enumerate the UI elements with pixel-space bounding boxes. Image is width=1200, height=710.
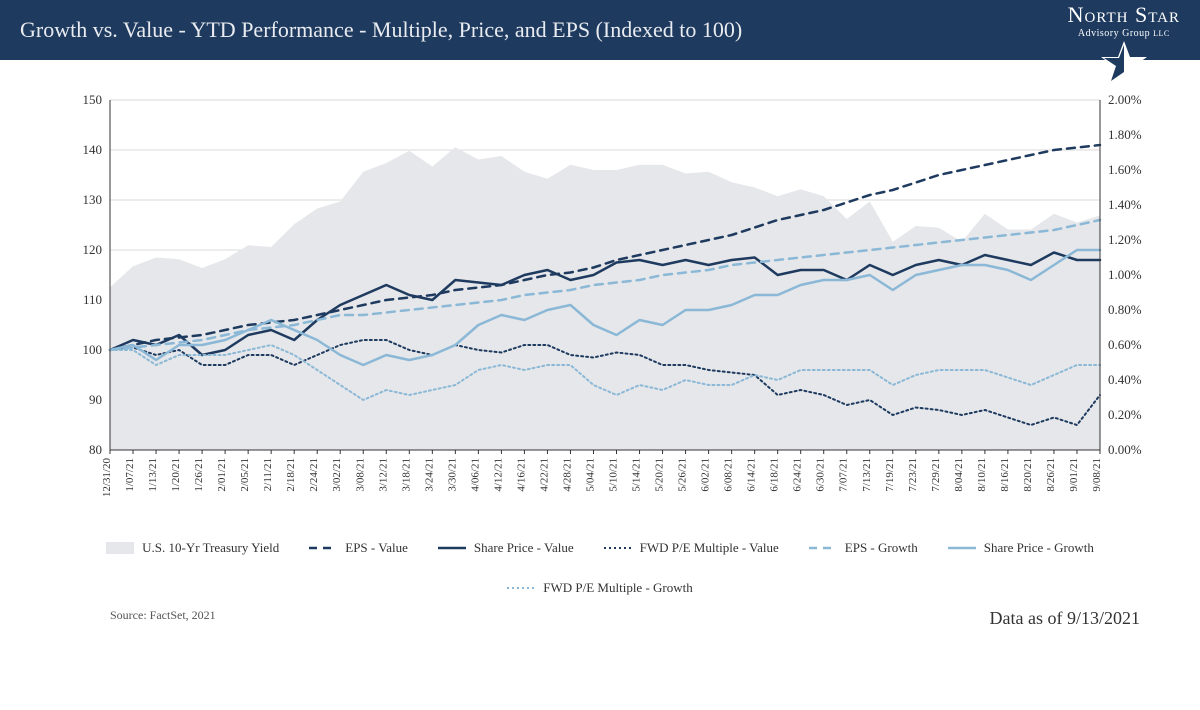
svg-text:9/08/21: 9/08/21 (1091, 458, 1103, 492)
svg-text:4/22/21: 4/22/21 (538, 458, 550, 492)
svg-text:8/10/21: 8/10/21 (976, 458, 988, 492)
svg-text:4/28/21: 4/28/21 (561, 458, 573, 492)
footer: Source: FactSet, 2021 Data as of 9/13/20… (0, 600, 1200, 639)
svg-text:110: 110 (83, 292, 102, 307)
svg-text:80: 80 (89, 442, 102, 457)
svg-text:5/10/21: 5/10/21 (608, 458, 620, 492)
legend-item: FWD P/E Multiple - Value (604, 540, 779, 556)
svg-text:2/01/21: 2/01/21 (216, 458, 228, 492)
legend-item: Share Price - Growth (948, 540, 1094, 556)
svg-text:6/02/21: 6/02/21 (700, 458, 712, 492)
svg-text:6/24/21: 6/24/21 (792, 458, 804, 492)
svg-text:1.80%: 1.80% (1108, 127, 1142, 142)
svg-text:1.00%: 1.00% (1108, 267, 1142, 282)
svg-text:8/20/21: 8/20/21 (1022, 458, 1034, 492)
svg-text:4/12/21: 4/12/21 (492, 458, 504, 492)
svg-text:90: 90 (89, 392, 102, 407)
svg-text:1.40%: 1.40% (1108, 197, 1142, 212)
svg-text:3/30/21: 3/30/21 (446, 458, 458, 492)
logo-line1: North Star (1068, 2, 1180, 28)
legend-item: EPS - Value (309, 540, 408, 556)
svg-text:5/26/21: 5/26/21 (677, 458, 689, 492)
svg-text:5/04/21: 5/04/21 (584, 458, 596, 492)
svg-text:4/06/21: 4/06/21 (469, 458, 481, 492)
svg-text:1.20%: 1.20% (1108, 232, 1142, 247)
legend-item: U.S. 10-Yr Treasury Yield (106, 540, 279, 556)
legend-label: FWD P/E Multiple - Growth (543, 580, 693, 596)
line-chart: 80 90 100 110 120 130 140 150 0.00% 0.20% 0.40% 0.6… (50, 90, 1150, 520)
svg-text:0.40%: 0.40% (1108, 372, 1142, 387)
logo-line2: Advisory Group LLC (1068, 28, 1180, 39)
svg-text:1/20/21: 1/20/21 (170, 458, 182, 492)
chart-area: 80 90 100 110 120 130 140 150 0.00% 0.20% 0.40% 0.6… (0, 60, 1200, 530)
svg-text:9/01/21: 9/01/21 (1068, 458, 1080, 492)
svg-text:3/08/21: 3/08/21 (354, 458, 366, 492)
svg-text:0.60%: 0.60% (1108, 337, 1142, 352)
svg-text:6/18/21: 6/18/21 (769, 458, 781, 492)
legend-item: Share Price - Value (438, 540, 574, 556)
legend-item: EPS - Growth (809, 540, 918, 556)
chart-legend: U.S. 10-Yr Treasury Yield EPS - Value Shar… (0, 530, 1200, 600)
svg-text:2/18/21: 2/18/21 (285, 458, 297, 492)
legend-label: FWD P/E Multiple - Value (640, 540, 779, 556)
svg-text:6/30/21: 6/30/21 (815, 458, 827, 492)
svg-text:3/24/21: 3/24/21 (423, 458, 435, 492)
header-bar: Growth vs. Value - YTD Performance - Mul… (0, 0, 1200, 60)
svg-text:6/08/21: 6/08/21 (723, 458, 735, 492)
svg-text:2/05/21: 2/05/21 (239, 458, 251, 492)
svg-text:7/07/21: 7/07/21 (838, 458, 850, 492)
legend-item: FWD P/E Multiple - Growth (507, 580, 693, 596)
svg-text:120: 120 (83, 242, 103, 257)
svg-text:2.00%: 2.00% (1108, 92, 1142, 107)
chart-title: Growth vs. Value - YTD Performance - Mul… (20, 17, 742, 43)
svg-text:7/23/21: 7/23/21 (907, 458, 919, 492)
svg-text:12/31/20: 12/31/20 (101, 458, 113, 498)
svg-text:8/26/21: 8/26/21 (1045, 458, 1057, 492)
legend-label: EPS - Value (345, 540, 408, 556)
svg-text:140: 140 (83, 142, 103, 157)
svg-text:130: 130 (83, 192, 103, 207)
svg-text:7/29/21: 7/29/21 (930, 458, 942, 492)
svg-text:7/19/21: 7/19/21 (884, 458, 896, 492)
svg-text:3/18/21: 3/18/21 (400, 458, 412, 492)
svg-text:4/16/21: 4/16/21 (515, 458, 527, 492)
svg-text:5/20/21: 5/20/21 (654, 458, 666, 492)
legend-label: Share Price - Value (474, 540, 574, 556)
legend-label: U.S. 10-Yr Treasury Yield (142, 540, 279, 556)
svg-text:2/11/21: 2/11/21 (262, 458, 274, 491)
legend-label: Share Price - Growth (984, 540, 1094, 556)
svg-text:100: 100 (83, 342, 103, 357)
svg-text:0.20%: 0.20% (1108, 407, 1142, 422)
svg-text:1/13/21: 1/13/21 (147, 458, 159, 492)
svg-text:7/13/21: 7/13/21 (861, 458, 873, 492)
legend-label: EPS - Growth (845, 540, 918, 556)
svg-text:0.00%: 0.00% (1108, 442, 1142, 457)
svg-text:8/16/21: 8/16/21 (999, 458, 1011, 492)
svg-text:1.60%: 1.60% (1108, 162, 1142, 177)
svg-text:1/07/21: 1/07/21 (124, 458, 136, 492)
data-as-of-text: Data as of 9/13/2021 (990, 608, 1140, 629)
svg-text:8/04/21: 8/04/21 (953, 458, 965, 492)
svg-text:5/14/21: 5/14/21 (631, 458, 643, 492)
svg-text:1/26/21: 1/26/21 (193, 458, 205, 492)
svg-text:150: 150 (83, 92, 103, 107)
svg-text:3/02/21: 3/02/21 (331, 458, 343, 492)
source-text: Source: FactSet, 2021 (110, 608, 216, 629)
svg-text:6/14/21: 6/14/21 (746, 458, 758, 492)
svg-text:0.80%: 0.80% (1108, 302, 1142, 317)
svg-text:2/24/21: 2/24/21 (308, 458, 320, 492)
svg-text:3/12/21: 3/12/21 (377, 458, 389, 492)
